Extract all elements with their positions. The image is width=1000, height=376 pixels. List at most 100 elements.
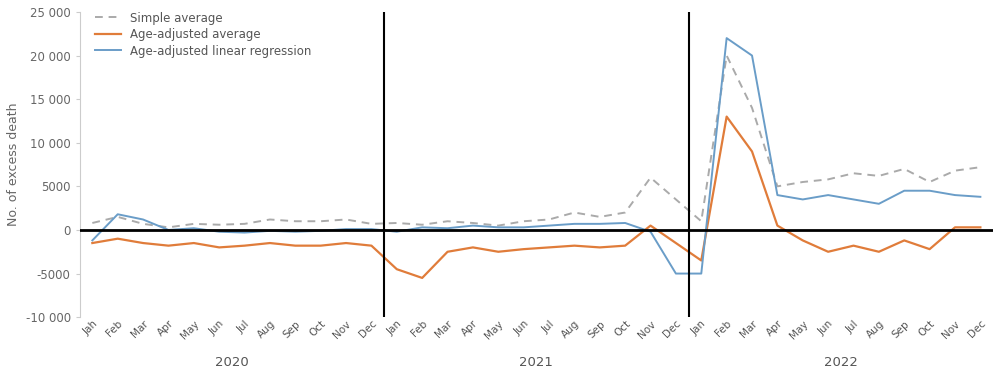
Simple average <box>898 167 910 171</box>
Age-adjusted average <box>340 241 352 245</box>
Age-adjusted average <box>543 245 555 250</box>
Simple average <box>213 223 225 227</box>
Age-adjusted linear regression <box>365 227 377 231</box>
Age-adjusted linear regression <box>594 221 606 226</box>
Age-adjusted linear regression <box>188 226 200 230</box>
Simple average <box>442 219 454 223</box>
Age-adjusted average <box>86 241 98 245</box>
Age-adjusted linear regression <box>898 188 910 193</box>
Age-adjusted linear regression <box>949 193 961 197</box>
Age-adjusted average <box>645 223 657 228</box>
Simple average <box>112 215 124 219</box>
Age-adjusted average <box>391 267 403 271</box>
Age-adjusted linear regression <box>467 223 479 228</box>
Simple average <box>873 174 885 178</box>
Age-adjusted average <box>949 225 961 230</box>
Age-adjusted linear regression <box>289 229 301 234</box>
Simple average <box>340 217 352 222</box>
Age-adjusted average <box>289 243 301 248</box>
Age-adjusted average <box>721 114 733 119</box>
Age-adjusted average <box>365 243 377 248</box>
Line: Simple average: Simple average <box>92 56 980 227</box>
Age-adjusted linear regression <box>873 202 885 206</box>
Simple average <box>289 219 301 223</box>
Simple average <box>543 217 555 222</box>
Simple average <box>518 219 530 223</box>
Age-adjusted linear regression <box>543 223 555 228</box>
Age-adjusted average <box>797 238 809 243</box>
Age-adjusted linear regression <box>492 225 504 230</box>
Age-adjusted average <box>771 223 783 228</box>
Age-adjusted average <box>239 243 251 248</box>
Age-adjusted average <box>670 241 682 245</box>
Age-adjusted linear regression <box>670 271 682 276</box>
Simple average <box>365 221 377 226</box>
Simple average <box>568 210 580 215</box>
Simple average <box>645 175 657 180</box>
Age-adjusted linear regression <box>848 197 860 202</box>
Age-adjusted average <box>188 241 200 245</box>
Simple average <box>949 168 961 173</box>
Age-adjusted linear regression <box>340 227 352 231</box>
Age-adjusted average <box>974 225 986 230</box>
Age-adjusted linear regression <box>771 193 783 197</box>
Age-adjusted linear regression <box>695 271 707 276</box>
Simple average <box>315 219 327 223</box>
Simple average <box>492 223 504 228</box>
Age-adjusted linear regression <box>924 188 936 193</box>
Age-adjusted average <box>264 241 276 245</box>
Simple average <box>416 223 428 227</box>
Simple average <box>797 180 809 184</box>
Age-adjusted average <box>162 243 174 248</box>
Age-adjusted average <box>898 238 910 243</box>
Age-adjusted linear regression <box>619 221 631 225</box>
Simple average <box>188 221 200 226</box>
Line: Age-adjusted average: Age-adjusted average <box>92 117 980 278</box>
Age-adjusted linear regression <box>974 194 986 199</box>
Age-adjusted average <box>822 250 834 254</box>
Simple average <box>86 221 98 225</box>
Age-adjusted linear regression <box>822 193 834 197</box>
Line: Age-adjusted linear regression: Age-adjusted linear regression <box>92 38 980 274</box>
Y-axis label: No. of excess death: No. of excess death <box>7 103 20 226</box>
Simple average <box>467 221 479 225</box>
Age-adjusted average <box>112 237 124 241</box>
Age-adjusted linear regression <box>416 225 428 230</box>
Age-adjusted linear regression <box>137 217 149 222</box>
Simple average <box>974 165 986 170</box>
Age-adjusted linear regression <box>645 229 657 234</box>
Age-adjusted linear regression <box>721 36 733 40</box>
Age-adjusted linear regression <box>518 225 530 230</box>
Age-adjusted linear regression <box>86 238 98 243</box>
Age-adjusted average <box>619 243 631 248</box>
Age-adjusted average <box>924 247 936 252</box>
Age-adjusted linear regression <box>442 226 454 230</box>
Age-adjusted average <box>873 250 885 254</box>
Simple average <box>137 221 149 226</box>
Simple average <box>239 221 251 226</box>
Simple average <box>162 225 174 230</box>
Age-adjusted linear regression <box>315 229 327 233</box>
Simple average <box>594 215 606 219</box>
Age-adjusted average <box>518 247 530 252</box>
Age-adjusted average <box>695 258 707 263</box>
Simple average <box>848 171 860 176</box>
Simple average <box>670 197 682 202</box>
Age-adjusted average <box>594 245 606 250</box>
Age-adjusted linear regression <box>112 212 124 217</box>
Age-adjusted average <box>213 245 225 250</box>
Simple average <box>391 221 403 225</box>
Simple average <box>264 217 276 222</box>
Simple average <box>721 53 733 58</box>
Age-adjusted average <box>568 243 580 248</box>
Age-adjusted average <box>315 243 327 248</box>
Age-adjusted linear regression <box>746 53 758 58</box>
Age-adjusted linear regression <box>568 221 580 226</box>
Age-adjusted average <box>416 276 428 280</box>
Simple average <box>771 184 783 189</box>
Age-adjusted average <box>442 250 454 254</box>
Age-adjusted average <box>746 149 758 154</box>
Age-adjusted average <box>492 250 504 254</box>
Age-adjusted average <box>848 243 860 248</box>
Age-adjusted linear regression <box>797 197 809 202</box>
